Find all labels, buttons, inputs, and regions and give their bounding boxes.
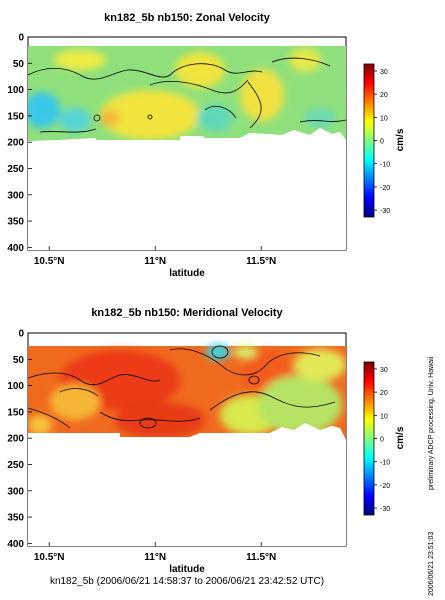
y-tick-label: 50	[13, 59, 25, 70]
meridional-panel: kn182_5b nb150: Meridional Velocity	[7, 307, 406, 575]
y-tick-label: 300	[7, 486, 24, 497]
colorbar-tick-label: 20	[380, 390, 388, 397]
colorbar-tick-label: 10	[380, 413, 388, 420]
zonal-x-ticks: 10.5°N 11°N 11.5°N	[34, 246, 276, 267]
colorbar-tick-label: 10	[380, 115, 388, 122]
y-tick-label: 200	[7, 138, 24, 149]
colorbar-tick-label: 0	[380, 139, 384, 146]
y-tick-label: 350	[7, 217, 24, 228]
zonal-field	[28, 46, 346, 250]
colorbar-tick-label: 30	[380, 69, 388, 76]
zonal-title: kn182_5b nb150: Zonal Velocity	[104, 12, 271, 24]
y-tick-label: 50	[13, 355, 25, 366]
y-tick-label: 350	[7, 513, 24, 524]
x-tick-label: 11°N	[144, 256, 166, 267]
x-tick-label: 11.5°N	[246, 552, 276, 563]
colorbar-tick-label: 20	[380, 92, 388, 99]
side-note: preliminary ADCP processing, Univ. Hawai…	[428, 356, 435, 490]
meridional-colorbar-label: cm/s	[395, 426, 406, 449]
zonal-x-label: latitude	[169, 268, 205, 279]
meridional-field	[28, 344, 346, 546]
meridional-x-ticks: 10.5°N 11°N 11.5°N	[34, 542, 276, 563]
y-tick-label: 250	[7, 460, 24, 471]
y-tick-label: 400	[7, 539, 24, 550]
y-tick-label: 100	[7, 85, 24, 96]
colorbar-tick-label: -10	[380, 460, 390, 467]
y-tick-label: 400	[7, 243, 24, 254]
y-tick-label: 200	[7, 434, 24, 445]
meridional-y-ticks: 0 50 100 150 200 250 300 350 400	[7, 329, 32, 550]
y-tick-label: 150	[7, 111, 24, 122]
colorbar-tick-label: -20	[380, 483, 390, 490]
colorbar-tick-label: -30	[380, 208, 390, 215]
colorbar-tick-label: -30	[380, 506, 390, 513]
x-tick-label: 10.5°N	[34, 256, 65, 267]
y-tick-label: 150	[7, 407, 24, 418]
y-tick-label: 0	[18, 33, 24, 44]
x-tick-label: 11°N	[144, 552, 166, 563]
y-tick-label: 250	[7, 164, 24, 175]
zonal-colorbar: 30 20 10 0 -10 -20 -30 cm/s	[363, 63, 406, 218]
y-tick-label: 100	[7, 381, 24, 392]
timestamp: 2006/06/21 23:51:03	[428, 532, 435, 596]
y-tick-label: 300	[7, 190, 24, 201]
x-tick-label: 11.5°N	[246, 256, 276, 267]
meridional-x-label: latitude	[169, 564, 205, 575]
meridional-title: kn182_5b nb150: Meridional Velocity	[91, 307, 283, 319]
zonal-y-ticks: 0 50 100 150 200 250 300 350 400	[7, 33, 32, 254]
zonal-colorbar-label: cm/s	[395, 128, 406, 151]
colorbar-tick-label: 0	[380, 437, 384, 444]
y-tick-label: 0	[18, 329, 24, 340]
colorbar-tick-label: 30	[380, 367, 388, 374]
zonal-panel: kn182_5b nb150: Zonal Velocity	[7, 12, 406, 279]
meridional-colorbar: 30 20 10 0 -10 -20 -30 cm/s	[363, 361, 406, 516]
colorbar-tick-label: -10	[380, 162, 390, 169]
colorbar-tick-label: -20	[380, 185, 390, 192]
footer-note: kn182_5b (2006/06/21 14:58:37 to 2006/06…	[50, 576, 324, 587]
x-tick-label: 10.5°N	[34, 552, 65, 563]
